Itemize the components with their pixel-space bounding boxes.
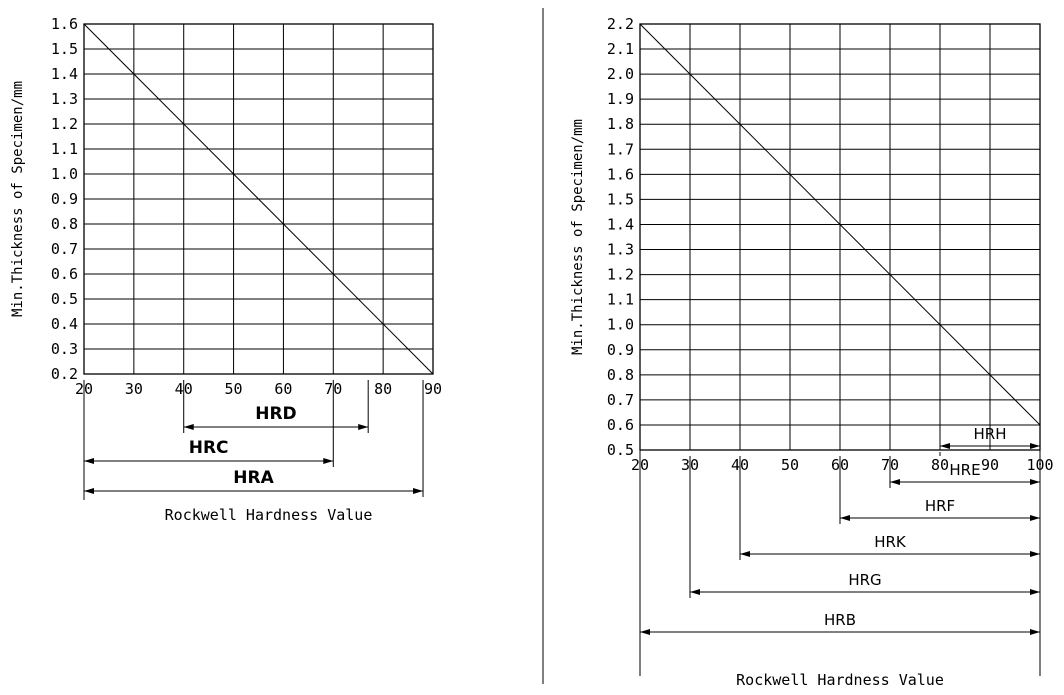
range-label: HRA: [233, 468, 274, 488]
y-tick-label: 0.6: [51, 265, 78, 283]
range-label: HRE: [949, 461, 980, 479]
y-tick-label: 0.5: [607, 441, 634, 459]
range-label: HRH: [974, 425, 1007, 443]
arrowhead-right: [1030, 479, 1040, 485]
y-tick-label: 0.7: [51, 240, 78, 258]
arrowhead-left: [890, 479, 900, 485]
y-tick-label: 0.5: [51, 290, 78, 308]
y-tick-label: 0.6: [607, 416, 634, 434]
range-label: HRB: [824, 611, 856, 629]
arrowhead-right: [1030, 629, 1040, 635]
arrowhead-right: [1030, 443, 1040, 449]
arrowhead-left: [740, 551, 750, 557]
y-tick-label: 1.4: [51, 65, 78, 83]
arrowhead-right: [413, 488, 424, 494]
y-tick-label: 0.9: [51, 190, 78, 208]
y-tick-label: 0.8: [607, 366, 634, 384]
x-tick-label: 90: [981, 456, 999, 474]
y-tick-label: 1.2: [607, 266, 634, 284]
y-tick-label: 0.9: [607, 341, 634, 359]
range-label: HRD: [255, 404, 296, 424]
arrowhead-right: [1030, 551, 1040, 557]
arrowhead-right: [358, 424, 369, 430]
scale-range-hrc: HRC: [84, 438, 334, 464]
y-tick-label: 0.2: [51, 365, 78, 383]
scale-range-hrh: HRH: [940, 425, 1040, 449]
x-tick-label: 80: [374, 380, 392, 398]
scale-range-hra: HRA: [84, 468, 424, 494]
y-tick-label: 1.0: [51, 165, 78, 183]
arrowhead-right: [323, 458, 334, 464]
x-tick-label: 80: [931, 456, 949, 474]
chart-left: 20 30 40 50 60 70 80 900.20.30.40.50.60.70.80.9…: [10, 15, 442, 524]
y-tick-label: 2.2: [607, 15, 634, 33]
arrowhead-right: [1030, 515, 1040, 521]
x-tick-label: 30: [125, 380, 143, 398]
scale-range-hrf: HRF: [840, 497, 1040, 521]
x-tick-label: 50: [225, 380, 243, 398]
series-line: [639, 23, 1041, 426]
arrowhead-left: [690, 589, 700, 595]
y-tick-label: 1.5: [607, 190, 634, 208]
range-label: HRG: [848, 571, 881, 589]
y-axis-label: Min.Thickness of Specimen/mm: [570, 119, 586, 355]
y-tick-label: 0.8: [51, 215, 78, 233]
y-tick-label: 1.3: [607, 241, 634, 259]
y-tick-label: 1.6: [607, 165, 634, 183]
x-tick-label: 60: [274, 380, 292, 398]
x-axis-label: Rockwell Hardness Value: [736, 671, 944, 689]
y-axis-label: Min.Thickness of Specimen/mm: [10, 81, 26, 317]
y-tick-label: 1.2: [51, 115, 78, 133]
range-label: HRK: [874, 533, 907, 551]
y-tick-label: 1.8: [607, 115, 634, 133]
series-line: [83, 23, 434, 375]
arrowhead-left: [84, 458, 94, 464]
y-tick-label: 1.6: [51, 15, 78, 33]
scale-range-hrg: HRG: [690, 571, 1040, 595]
arrowhead-left: [183, 424, 194, 430]
y-tick-label: 1.7: [607, 140, 634, 158]
y-tick-label: 1.1: [607, 291, 634, 309]
scale-range-hrd: HRD: [183, 404, 369, 430]
x-tick-label: 90: [424, 380, 442, 398]
y-tick-label: 2.1: [607, 40, 634, 58]
x-tick-label: 50: [781, 456, 799, 474]
y-tick-label: 1.1: [51, 140, 78, 158]
y-tick-label: 1.9: [607, 90, 634, 108]
y-tick-label: 0.3: [51, 340, 78, 358]
arrowhead-left: [84, 488, 94, 494]
scale-range-hrk: HRK: [740, 533, 1040, 557]
arrowhead-left: [940, 443, 950, 449]
y-tick-label: 0.7: [607, 391, 634, 409]
y-tick-label: 1.0: [607, 316, 634, 334]
arrowhead-left: [640, 629, 650, 635]
y-tick-label: 1.4: [607, 215, 634, 233]
scale-range-hrb: HRB: [640, 611, 1040, 635]
y-tick-label: 1.5: [51, 40, 78, 58]
range-label: HRF: [925, 497, 955, 515]
y-tick-label: 2.0: [607, 65, 634, 83]
arrowhead-right: [1030, 589, 1040, 595]
scale-range-hre: HRE: [890, 461, 1040, 485]
chart-right: 20 30 40 50 60 70 80 90 1000.50.60.70.80.91.01.1…: [570, 15, 1054, 689]
arrowhead-left: [840, 515, 850, 521]
y-tick-label: 1.3: [51, 90, 78, 108]
x-axis-label: Rockwell Hardness Value: [165, 506, 373, 524]
range-label: HRC: [189, 438, 229, 458]
y-tick-label: 0.4: [51, 315, 78, 333]
